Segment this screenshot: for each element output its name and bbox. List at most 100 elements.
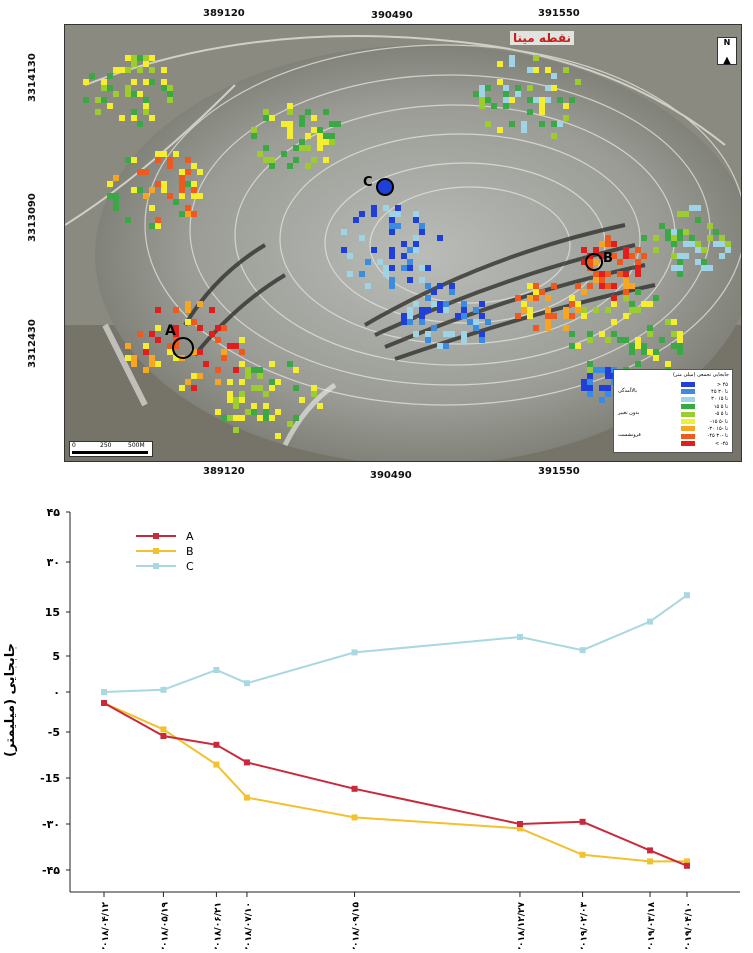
displacement-pixel (185, 205, 191, 211)
legend-class-label: -۱۵ تا -۵ (710, 418, 728, 425)
y-tick-label: -۳۰ (42, 818, 60, 831)
displacement-pixel (311, 127, 317, 133)
displacement-pixel (695, 247, 701, 253)
displacement-pixel (143, 169, 149, 175)
displacement-pixel (593, 307, 599, 313)
displacement-pixel (299, 397, 305, 403)
displacement-pixel (239, 379, 245, 385)
x-tick-label: ۲۰۱۸/۱۲/۲۷ (517, 902, 527, 949)
displacement-pixel (305, 145, 311, 151)
displacement-pixel (635, 271, 641, 277)
displacement-pixel (641, 343, 647, 349)
displacement-pixel (137, 169, 143, 175)
displacement-pixel (593, 271, 599, 277)
displacement-pixel (299, 115, 305, 121)
displacement-pixel (473, 325, 479, 331)
displacement-pixel (509, 55, 515, 61)
displacement-pixel (653, 247, 659, 253)
y-tick-label: ۳۰ (47, 556, 60, 569)
displacement-pixel (605, 373, 611, 379)
displacement-pixel (599, 271, 605, 277)
displacement-pixel (167, 193, 173, 199)
displacement-pixel (425, 283, 431, 289)
displacement-pixel (311, 385, 317, 391)
series-point-b (351, 814, 358, 821)
displacement-pixel (419, 307, 425, 313)
legend-row: > ۴۵ (681, 381, 728, 388)
displacement-pixel (149, 79, 155, 85)
displacement-pixel (623, 289, 629, 295)
point-b-marker (585, 253, 603, 271)
displacement-pixel (629, 343, 635, 349)
displacement-pixel (419, 265, 425, 271)
displacement-pixel (527, 313, 533, 319)
displacement-pixel (545, 295, 551, 301)
displacement-pixel (131, 355, 137, 361)
displacement-pixel (119, 115, 125, 121)
series-point-c (243, 680, 250, 687)
displacement-pixel (365, 283, 371, 289)
displacement-pixel (125, 343, 131, 349)
displacement-pixel (563, 115, 569, 121)
displacement-pixel (125, 355, 131, 361)
series-point-c (579, 647, 586, 654)
displacement-pixel (647, 349, 653, 355)
displacement-pixel (149, 55, 155, 61)
displacement-pixel (431, 325, 437, 331)
displacement-pixel (413, 331, 419, 337)
map-left-tick: 3314130 (26, 53, 38, 102)
displacement-pixel (383, 271, 389, 277)
displacement-pixel (437, 283, 443, 289)
displacement-pixel (143, 349, 149, 355)
displacement-pixel (239, 361, 245, 367)
displacement-pixel (161, 85, 167, 91)
displacement-pixel (293, 157, 299, 163)
displacement-pixel (689, 241, 695, 247)
displacement-pixel (677, 337, 683, 343)
series-point-b (683, 858, 690, 865)
displacement-pixel (695, 205, 701, 211)
displacement-pixel (479, 103, 485, 109)
displacement-pixel (677, 211, 683, 217)
displacement-pixel (197, 373, 203, 379)
displacement-pixel (707, 265, 713, 271)
displacement-pixel (395, 205, 401, 211)
displacement-pixel (503, 103, 509, 109)
displacement-pixel (527, 109, 533, 115)
displacement-pixel (671, 241, 677, 247)
displacement-pixel (665, 361, 671, 367)
displacement-pixel (239, 415, 245, 421)
x-tick-label: ۲۰۱۹/۰۳/۱۸ (647, 902, 657, 949)
displacement-pixel (125, 67, 131, 73)
displacement-pixel (623, 283, 629, 289)
displacement-pixel (605, 241, 611, 247)
displacement-pixel (83, 79, 89, 85)
displacement-pixel (545, 97, 551, 103)
x-tick-label: ۲۰۱۸/۰۹/۱۵ (352, 902, 362, 949)
displacement-pixel (185, 301, 191, 307)
displacement-pixel (215, 337, 221, 343)
displacement-pixel (479, 337, 485, 343)
displacement-pixel (263, 157, 269, 163)
displacement-pixel (155, 151, 161, 157)
displacement-pixel (725, 247, 731, 253)
displacement-pixel (323, 133, 329, 139)
x-tick-label: ۲۰۱۹/۰۲/۰۳ (580, 902, 590, 949)
displacement-pixel (539, 109, 545, 115)
displacement-pixel (671, 235, 677, 241)
displacement-pixel (449, 283, 455, 289)
displacement-pixel (707, 223, 713, 229)
displacement-pixel (287, 163, 293, 169)
legend-class-swatch (681, 426, 695, 432)
north-arrow: N ▲ (717, 37, 737, 66)
displacement-pixel (665, 319, 671, 325)
displacement-pixel (179, 385, 185, 391)
displacement-pixel (263, 409, 269, 415)
displacement-pixel (233, 367, 239, 373)
displacement-pixel (263, 391, 269, 397)
displacement-pixel (599, 331, 605, 337)
displacement-pixel (431, 289, 437, 295)
displacement-pixel (671, 343, 677, 349)
series-point-c (351, 649, 358, 656)
scale-bar-line (72, 451, 148, 454)
